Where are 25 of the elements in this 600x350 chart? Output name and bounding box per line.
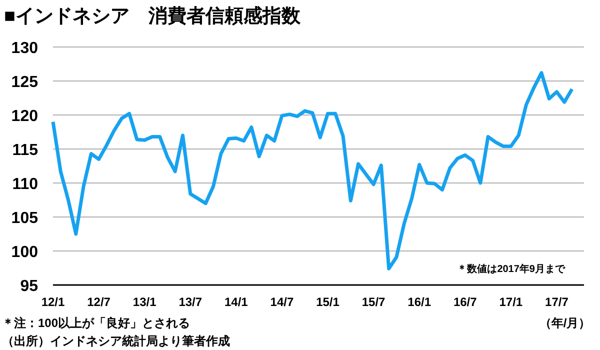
x-tick-label: 17/7	[545, 295, 569, 309]
x-tick-label: 16/7	[453, 295, 478, 309]
y-tick-label: 105	[11, 210, 38, 227]
y-tick-label: 120	[11, 108, 38, 125]
chart-title: ■インドネシア 消費者信頼感指数	[4, 5, 302, 27]
y-tick-label: 130	[11, 40, 38, 57]
x-tick-label: 13/7	[178, 295, 202, 309]
annotation: ＊数値は2017年9月まで	[457, 263, 566, 275]
x-tick-label: 15/1	[316, 295, 340, 309]
y-tick-label: 100	[11, 244, 38, 261]
x-axis-title: （年/月）	[539, 316, 591, 330]
x-tick-label: 13/1	[132, 295, 157, 309]
y-tick-label: 115	[12, 142, 38, 159]
y-tick-label: 110	[12, 176, 38, 193]
x-tick-label: 14/1	[224, 295, 248, 309]
x-tick-label: 12/1	[41, 295, 65, 309]
y-tick-label: 125	[11, 74, 38, 91]
x-tick-label: 16/1	[408, 295, 432, 309]
x-tick-label: 17/1	[499, 295, 523, 309]
y-tick-label: 95	[20, 278, 38, 295]
x-tick-label: 12/7	[87, 295, 111, 309]
text: ＊注：100以上が「良好」とされる	[2, 316, 190, 330]
x-tick-label: 14/7	[270, 295, 294, 309]
x-tick-label: 15/7	[362, 295, 386, 309]
text: （出所）インドネシア統計局より筆者作成	[2, 334, 230, 348]
